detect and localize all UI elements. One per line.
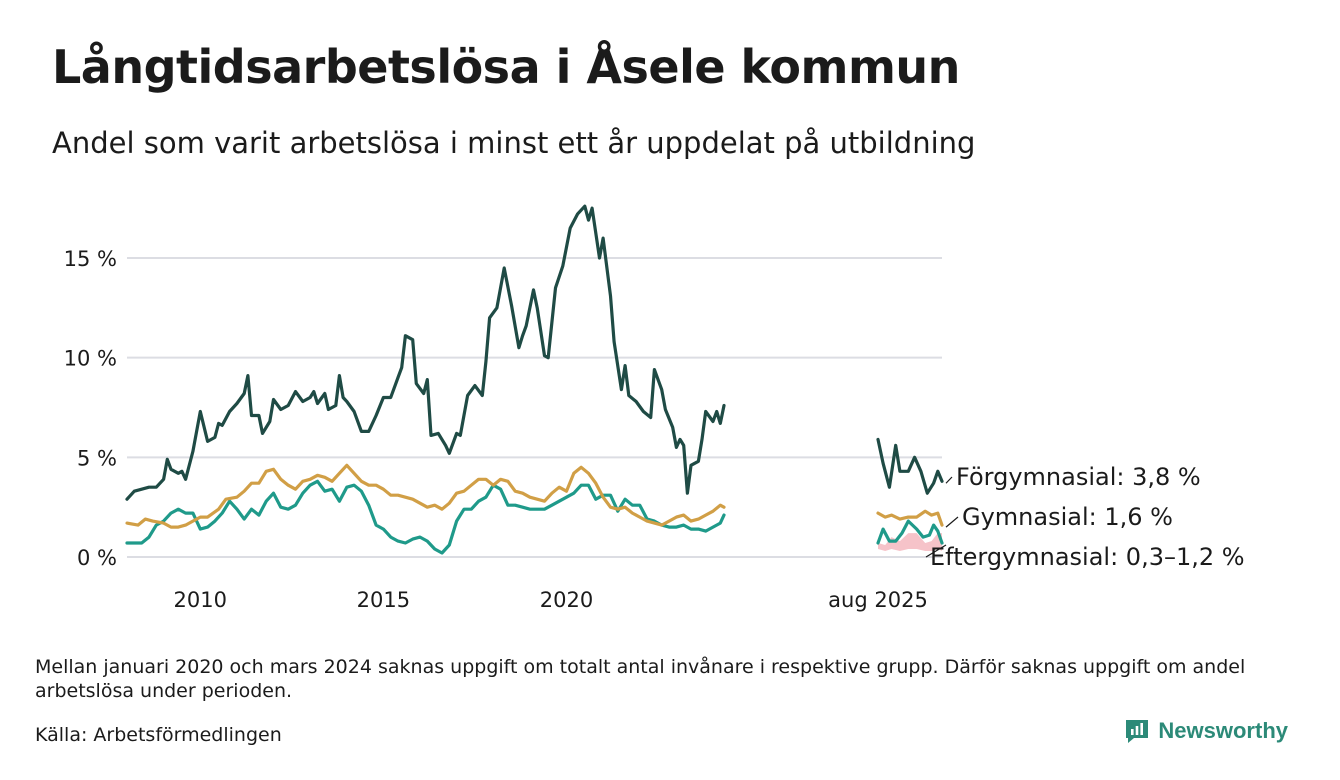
series-lines [125,204,944,555]
y-tick-label: 10 % [64,347,117,371]
y-tick-label: 5 % [77,446,117,470]
y-tick-label: 15 % [64,247,117,271]
series-line-eftergymnasial [125,479,726,555]
series-end-labels: Förgymnasial: 3,8 % Gymnasial: 1,6 % Efter… [925,463,1245,571]
end-label-gymnasial: Gymnasial: 1,6 % [962,503,1173,531]
y-tick-label: 0 % [77,546,117,570]
y-axis-tick-labels: 0 % 5 % 10 % 15 % [64,247,117,570]
end-label-leader [945,516,959,528]
series-line-frgymnasial [125,204,726,501]
series-line-gymnasial [876,509,944,527]
end-label-leader [925,544,947,558]
chart-title: Långtidsarbetslösa i Åsele kommun [52,40,960,94]
x-axis-tick-labels: 2010 2015 2020 aug 2025 [174,588,928,612]
series-line-frgymnasial [876,437,944,495]
brand-name: Newsworthy [1158,718,1288,743]
end-label-eftergymnasial: Eftergymnasial: 0,3–1,2 % [930,543,1245,571]
eftergymnasial-range-band [878,533,942,551]
range-band-layer [878,533,942,551]
end-label-leader [945,476,953,484]
line-chart: 0 % 5 % 10 % 15 % 2010 2015 2020 aug 2025 Förg… [64,204,1245,612]
end-label-frgymnasial: Förgymnasial: 3,8 % [956,463,1201,491]
x-tick-label: 2020 [540,588,593,612]
x-tick-label: 2015 [357,588,410,612]
newsworthy-logo-icon [1126,720,1149,743]
series-line-eftergymnasial [876,519,944,545]
series-line-gymnasial [125,463,726,529]
source-note: Källa: Arbetsförmedlingen [35,724,282,746]
brand-logo: Newsworthy [1124,718,1288,744]
chart-subtitle: Andel som varit arbetslösa i minst ett å… [52,126,976,160]
grid-lines [127,257,942,558]
x-tick-label: 2010 [174,588,227,612]
x-tick-label: aug 2025 [828,588,928,612]
footnote: Mellan januari 2020 och mars 2024 saknas… [35,656,1246,702]
